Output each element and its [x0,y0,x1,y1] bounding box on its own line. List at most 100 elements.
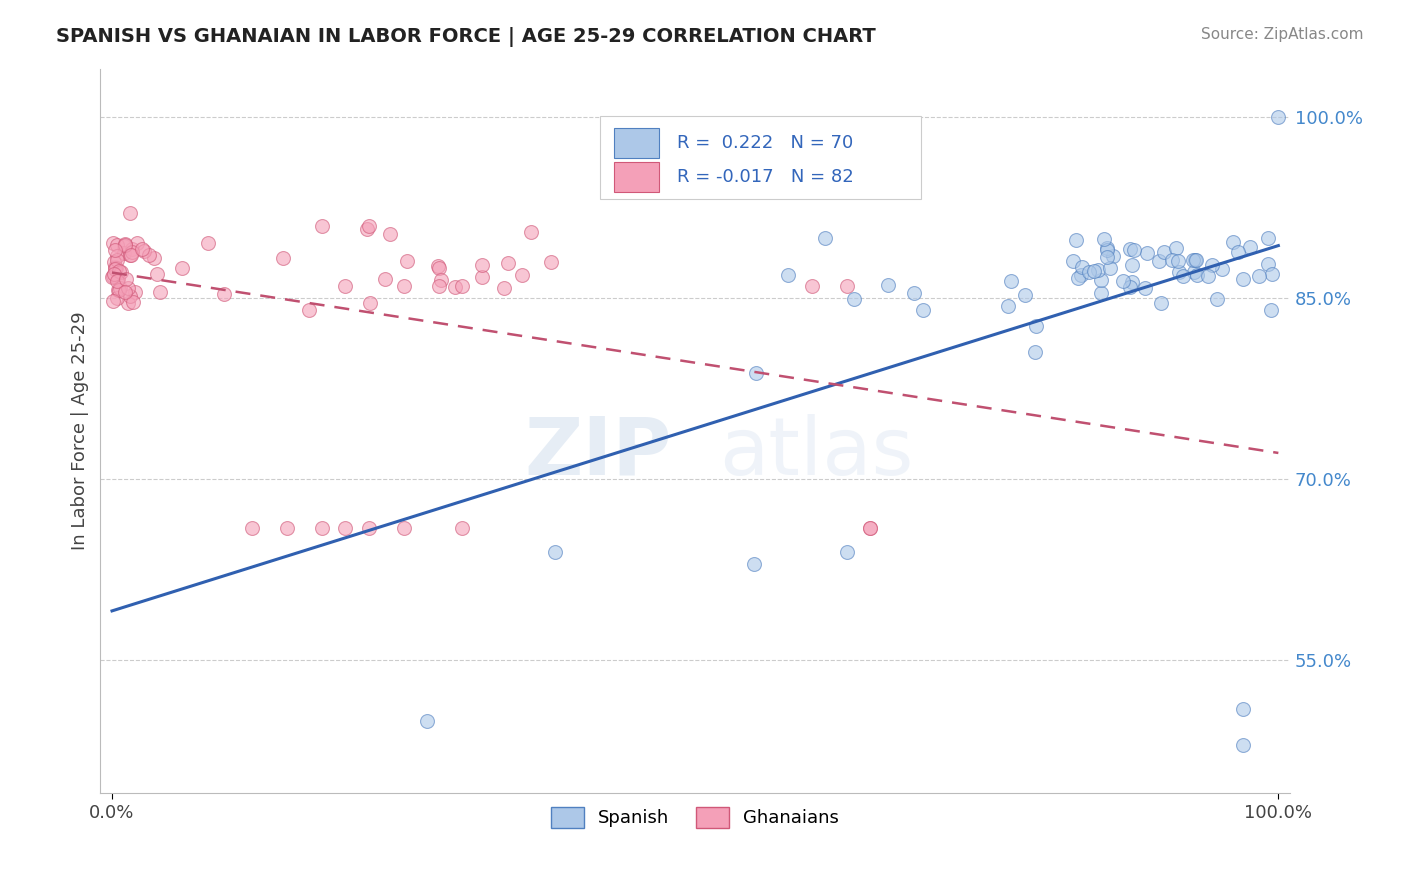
Point [997,300,1019,314]
Point [197,235,219,250]
Point [1095,243,1118,257]
FancyBboxPatch shape [614,128,659,159]
Point [1201,258,1223,272]
Point [1121,275,1143,289]
Point [170,260,193,275]
Point [471,258,494,272]
Point [1118,242,1140,256]
Point [105,252,128,267]
Point [311,520,333,534]
Point [1102,248,1125,262]
Point [105,248,128,262]
Point [101,236,124,251]
Point [101,269,124,284]
Point [1185,253,1208,268]
Point [114,238,136,252]
Point [120,247,142,261]
Point [1232,272,1254,286]
Point [1121,258,1143,272]
Point [1173,269,1195,284]
Point [374,272,396,286]
Point [311,219,333,233]
Point [104,244,127,258]
Point [115,272,138,286]
Point [427,279,450,293]
Text: SPANISH VS GHANAIAN IN LABOR FORCE | AGE 25-29 CORRELATION CHART: SPANISH VS GHANAIAN IN LABOR FORCE | AGE… [56,27,876,46]
Point [778,268,800,282]
Point [107,271,129,285]
Y-axis label: In Labor Force | Age 25-29: In Labor Force | Age 25-29 [72,311,89,550]
Point [1025,318,1047,333]
Point [859,520,882,534]
Point [451,279,474,293]
Point [120,206,142,220]
Point [101,268,124,283]
Point [1150,295,1173,310]
Point [1092,232,1115,246]
Point [1267,110,1289,124]
Point [1119,279,1142,293]
Point [356,222,378,236]
Point [1062,253,1084,268]
Point [103,255,125,269]
Point [396,254,419,268]
Point [1136,246,1159,260]
Point [121,242,143,256]
Point [903,286,925,301]
Point [392,279,415,293]
Point [877,277,900,292]
Point [149,285,172,300]
Point [132,244,155,258]
Point [359,296,381,310]
Point [1167,253,1189,268]
Point [540,255,562,269]
FancyBboxPatch shape [614,162,659,193]
Text: Source: ZipAtlas.com: Source: ZipAtlas.com [1201,27,1364,42]
Point [131,242,153,256]
Point [146,267,169,281]
Point [1077,265,1099,279]
Point [118,289,141,303]
Point [105,291,128,305]
Point [104,262,127,277]
Point [1239,240,1261,254]
Point [112,238,135,252]
Text: atlas: atlas [718,414,914,491]
Point [1090,286,1112,301]
Point [1222,235,1244,249]
Point [1227,244,1250,259]
Point [1153,244,1175,259]
Point [104,261,127,276]
Point [121,295,143,310]
Point [519,225,541,239]
Point [1122,243,1144,257]
Point [1257,231,1279,245]
Point [1067,271,1090,285]
Point [121,245,143,260]
Point [357,520,380,534]
Point [127,235,149,250]
Point [835,545,858,559]
Point [1112,274,1135,288]
Point [114,285,136,299]
Point [494,281,516,295]
Point [1135,281,1157,295]
Point [1211,261,1233,276]
Point [451,520,474,534]
Point [105,274,128,288]
Point [378,227,401,242]
Legend: Spanish, Ghanaians: Spanish, Ghanaians [544,800,846,835]
Point [335,279,357,293]
Point [427,260,450,275]
Point [742,557,765,571]
Point [276,520,298,534]
Point [1167,265,1189,279]
Point [1014,288,1036,302]
Point [800,279,823,293]
Point [105,238,128,252]
Text: R =  0.222   N = 70: R = 0.222 N = 70 [678,134,853,153]
Point [835,279,858,293]
Point [814,230,837,244]
Point [1099,260,1122,275]
Point [117,281,139,295]
